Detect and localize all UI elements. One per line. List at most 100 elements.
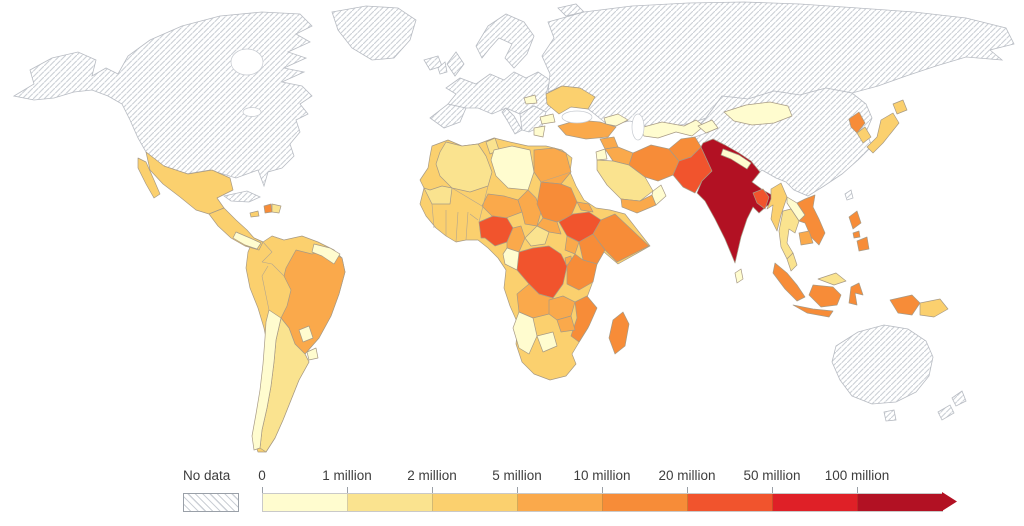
country-bangladesh[interactable] bbox=[752, 188, 770, 210]
country-mexico[interactable] bbox=[145, 151, 234, 215]
country-mozambique[interactable] bbox=[570, 295, 598, 343]
tick-label-3: 5 million bbox=[492, 468, 542, 483]
country-philippines-mindanao[interactable] bbox=[856, 236, 870, 252]
country-malaysia-borneo[interactable] bbox=[817, 272, 847, 286]
country-egypt[interactable] bbox=[533, 147, 572, 185]
country-sri-lanka[interactable] bbox=[734, 268, 744, 284]
scale-segment-5[interactable] bbox=[688, 494, 773, 511]
tick-label-1: 1 million bbox=[322, 468, 372, 483]
country-myanmar[interactable] bbox=[766, 182, 788, 232]
country-madagascar[interactable] bbox=[608, 311, 630, 355]
country-bulgaria[interactable] bbox=[539, 113, 556, 125]
region-new-zealand-north[interactable] bbox=[951, 390, 967, 407]
country-paraguay[interactable] bbox=[298, 325, 314, 343]
country-india[interactable] bbox=[696, 138, 780, 264]
country-jamaica[interactable] bbox=[249, 210, 260, 218]
country-zimbabwe[interactable] bbox=[556, 315, 576, 333]
scale-segment-6[interactable] bbox=[773, 494, 858, 511]
water-bodies bbox=[230, 48, 645, 141]
scale-segment-2[interactable] bbox=[433, 494, 518, 511]
europe-countries bbox=[523, 85, 596, 138]
country-chile[interactable] bbox=[251, 309, 282, 451]
region-kyrgyzstan-tajikistan[interactable] bbox=[697, 119, 719, 134]
country-japan-hokkaido[interactable] bbox=[892, 99, 908, 115]
country-eritrea[interactable] bbox=[576, 201, 594, 213]
region-costa-rica-panama[interactable] bbox=[232, 231, 262, 250]
region-new-zealand-south[interactable] bbox=[937, 404, 955, 421]
region-iberia[interactable] bbox=[429, 103, 467, 129]
country-hungary[interactable] bbox=[523, 94, 538, 105]
region-scandinavia[interactable] bbox=[475, 13, 535, 69]
country-namibia[interactable] bbox=[512, 311, 538, 355]
region-united-kingdom[interactable] bbox=[446, 51, 465, 77]
no-data-swatch[interactable] bbox=[183, 493, 239, 512]
region-greenland[interactable] bbox=[331, 5, 417, 61]
caspian-sea bbox=[631, 113, 645, 141]
color-scale: 0 1 million 2 million 5 million 10 milli… bbox=[258, 462, 962, 522]
interior-borders bbox=[261, 171, 572, 311]
country-tanzania[interactable] bbox=[566, 253, 598, 291]
country-south-korea[interactable] bbox=[856, 126, 872, 144]
region-north-america[interactable] bbox=[12, 11, 313, 188]
country-philippines-visayas[interactable] bbox=[852, 230, 861, 239]
region-tasmania[interactable] bbox=[883, 409, 897, 422]
country-thailand[interactable] bbox=[778, 208, 800, 260]
country-saudi-arabia[interactable] bbox=[596, 159, 654, 202]
region-gabon-congo[interactable] bbox=[502, 247, 520, 271]
country-indonesia-java[interactable] bbox=[792, 304, 834, 318]
scale-segment-0[interactable] bbox=[263, 494, 348, 511]
country-algeria[interactable] bbox=[435, 141, 493, 193]
west-africa-borders bbox=[431, 187, 483, 243]
country-jordan[interactable] bbox=[595, 148, 608, 161]
black-sea bbox=[561, 110, 593, 124]
country-nepal[interactable] bbox=[720, 148, 752, 170]
world-map bbox=[12, 1, 1015, 453]
region-balkans[interactable] bbox=[519, 105, 547, 133]
country-kenya[interactable] bbox=[578, 233, 606, 265]
country-central-african-republic[interactable] bbox=[524, 225, 550, 247]
scale-segment-3[interactable] bbox=[518, 494, 603, 511]
region-italy[interactable] bbox=[501, 107, 523, 135]
region-turkmenistan-uzbekistan[interactable] bbox=[639, 119, 705, 139]
region-taiwan[interactable] bbox=[844, 189, 854, 201]
country-mexico-baja[interactable] bbox=[137, 157, 161, 199]
tick-label-6: 50 million bbox=[743, 468, 801, 483]
country-mongolia[interactable] bbox=[723, 101, 793, 126]
region-guyanas[interactable] bbox=[311, 243, 341, 265]
country-oman[interactable] bbox=[651, 184, 667, 206]
country-japan-honshu[interactable] bbox=[866, 112, 900, 154]
country-papua-new-guinea[interactable] bbox=[919, 298, 949, 318]
region-australia[interactable] bbox=[831, 324, 934, 405]
tick-mark bbox=[602, 487, 603, 493]
map-legend: No data 0 1 million 2 million 5 million … bbox=[0, 462, 1024, 522]
scale-segment-7[interactable] bbox=[858, 494, 943, 511]
country-dominican-republic[interactable] bbox=[271, 203, 282, 214]
country-ukraine[interactable] bbox=[545, 85, 596, 115]
country-north-korea[interactable] bbox=[848, 111, 866, 134]
country-indonesia-kalimantan[interactable] bbox=[808, 284, 842, 308]
country-philippines-luzon[interactable] bbox=[848, 210, 862, 230]
great-lakes bbox=[242, 107, 262, 117]
country-south-sudan[interactable] bbox=[536, 217, 562, 235]
scale-segment-1[interactable] bbox=[348, 494, 433, 511]
scale-segment-4[interactable] bbox=[603, 494, 688, 511]
tick-label-7: 100 million bbox=[824, 468, 890, 483]
country-indonesia-sulawesi[interactable] bbox=[848, 282, 864, 306]
country-dr-congo[interactable] bbox=[516, 245, 568, 299]
region-ireland[interactable] bbox=[437, 61, 448, 75]
country-greece[interactable] bbox=[533, 125, 546, 138]
tick-mark bbox=[347, 487, 348, 493]
color-scale-bar bbox=[262, 493, 943, 512]
country-malaysia-peninsula[interactable] bbox=[786, 252, 798, 272]
country-botswana[interactable] bbox=[536, 331, 558, 353]
region-cuba[interactable] bbox=[223, 190, 261, 203]
country-indonesia-sumatra[interactable] bbox=[772, 262, 806, 302]
africa-countries bbox=[423, 137, 650, 355]
country-vietnam[interactable] bbox=[796, 194, 826, 246]
country-indonesia-papua[interactable] bbox=[889, 294, 921, 316]
region-caucasus[interactable] bbox=[603, 113, 629, 127]
country-haiti[interactable] bbox=[263, 203, 273, 214]
country-uruguay[interactable] bbox=[306, 347, 319, 361]
americas-countries bbox=[137, 151, 346, 453]
country-cambodia[interactable] bbox=[798, 230, 814, 246]
